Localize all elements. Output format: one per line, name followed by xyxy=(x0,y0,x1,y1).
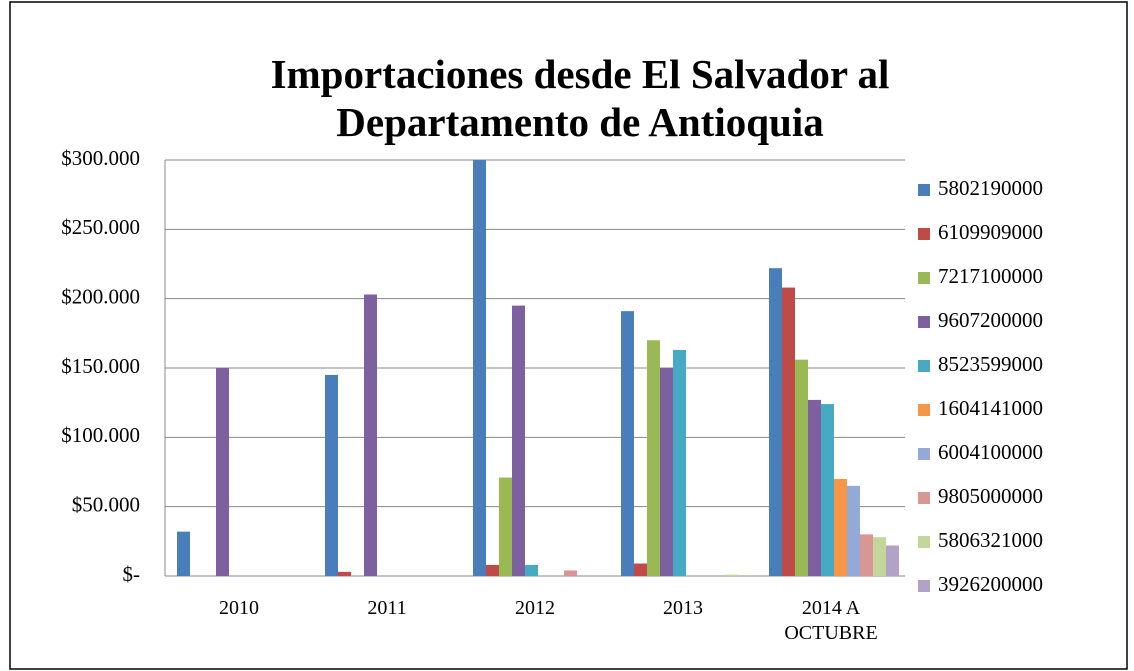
bar xyxy=(486,564,499,576)
legend-swatch xyxy=(918,448,930,460)
legend-label: 5806321000 xyxy=(938,528,1043,552)
bar xyxy=(512,305,525,576)
x-tick-label: 2011 xyxy=(367,597,407,619)
chart-border xyxy=(9,1,1128,670)
bar xyxy=(473,160,486,576)
y-tick-label: $50.000 xyxy=(72,492,140,516)
bar xyxy=(821,404,834,576)
bar xyxy=(725,574,738,576)
legend-swatch xyxy=(918,184,930,196)
legend-label: 5802190000 xyxy=(938,176,1043,200)
chart-title: Importaciones desde El Salvador al Depar… xyxy=(270,51,890,145)
x-tick-label: 2010 xyxy=(219,597,259,619)
bar xyxy=(873,537,886,576)
bar xyxy=(325,374,338,576)
legend-swatch xyxy=(918,228,930,240)
legend-swatch xyxy=(918,536,930,548)
bar xyxy=(216,368,229,576)
bar xyxy=(886,545,899,576)
x-tick-label: 2013 xyxy=(663,597,703,619)
y-tick-label: $200.000 xyxy=(61,284,140,308)
bar xyxy=(660,368,673,576)
legend-label: 1604141000 xyxy=(938,396,1043,420)
legend-label: 9607200000 xyxy=(938,308,1043,332)
legend-swatch xyxy=(918,492,930,504)
legend-label: 3926200000 xyxy=(938,572,1043,596)
legend-label: 6109909000 xyxy=(938,220,1043,244)
x-tick-label: 2012 xyxy=(515,597,555,619)
bar xyxy=(621,311,634,576)
bar xyxy=(834,478,847,576)
legend-swatch xyxy=(918,360,930,372)
legend-swatch xyxy=(918,580,930,592)
bar xyxy=(808,399,821,576)
bar xyxy=(634,563,647,576)
legend-swatch xyxy=(918,404,930,416)
x-tick-label: 2014 A OCTUBRE xyxy=(784,597,878,644)
y-tick-label: $300.000 xyxy=(61,146,140,170)
bar xyxy=(647,340,660,576)
bar xyxy=(364,294,377,576)
bar xyxy=(564,570,577,576)
y-tick-label: $100.000 xyxy=(61,423,140,447)
y-tick-label: $250.000 xyxy=(61,215,140,239)
bar xyxy=(795,359,808,576)
bar xyxy=(860,534,873,576)
bar xyxy=(847,485,860,576)
legend-label: 8523599000 xyxy=(938,352,1043,376)
legend-label: 6004100000 xyxy=(938,440,1043,464)
legend-swatch xyxy=(918,272,930,284)
legend-swatch xyxy=(918,316,930,328)
bar xyxy=(499,477,512,576)
bar xyxy=(673,349,686,576)
bar xyxy=(177,531,190,576)
legend-label: 7217100000 xyxy=(938,264,1043,288)
bar xyxy=(338,571,351,576)
y-tick-label: $- xyxy=(123,562,141,586)
bar xyxy=(782,287,795,576)
y-tick-label: $150.000 xyxy=(61,354,140,378)
bar xyxy=(769,268,782,576)
legend-label: 9805000000 xyxy=(938,484,1043,508)
bar xyxy=(525,564,538,576)
